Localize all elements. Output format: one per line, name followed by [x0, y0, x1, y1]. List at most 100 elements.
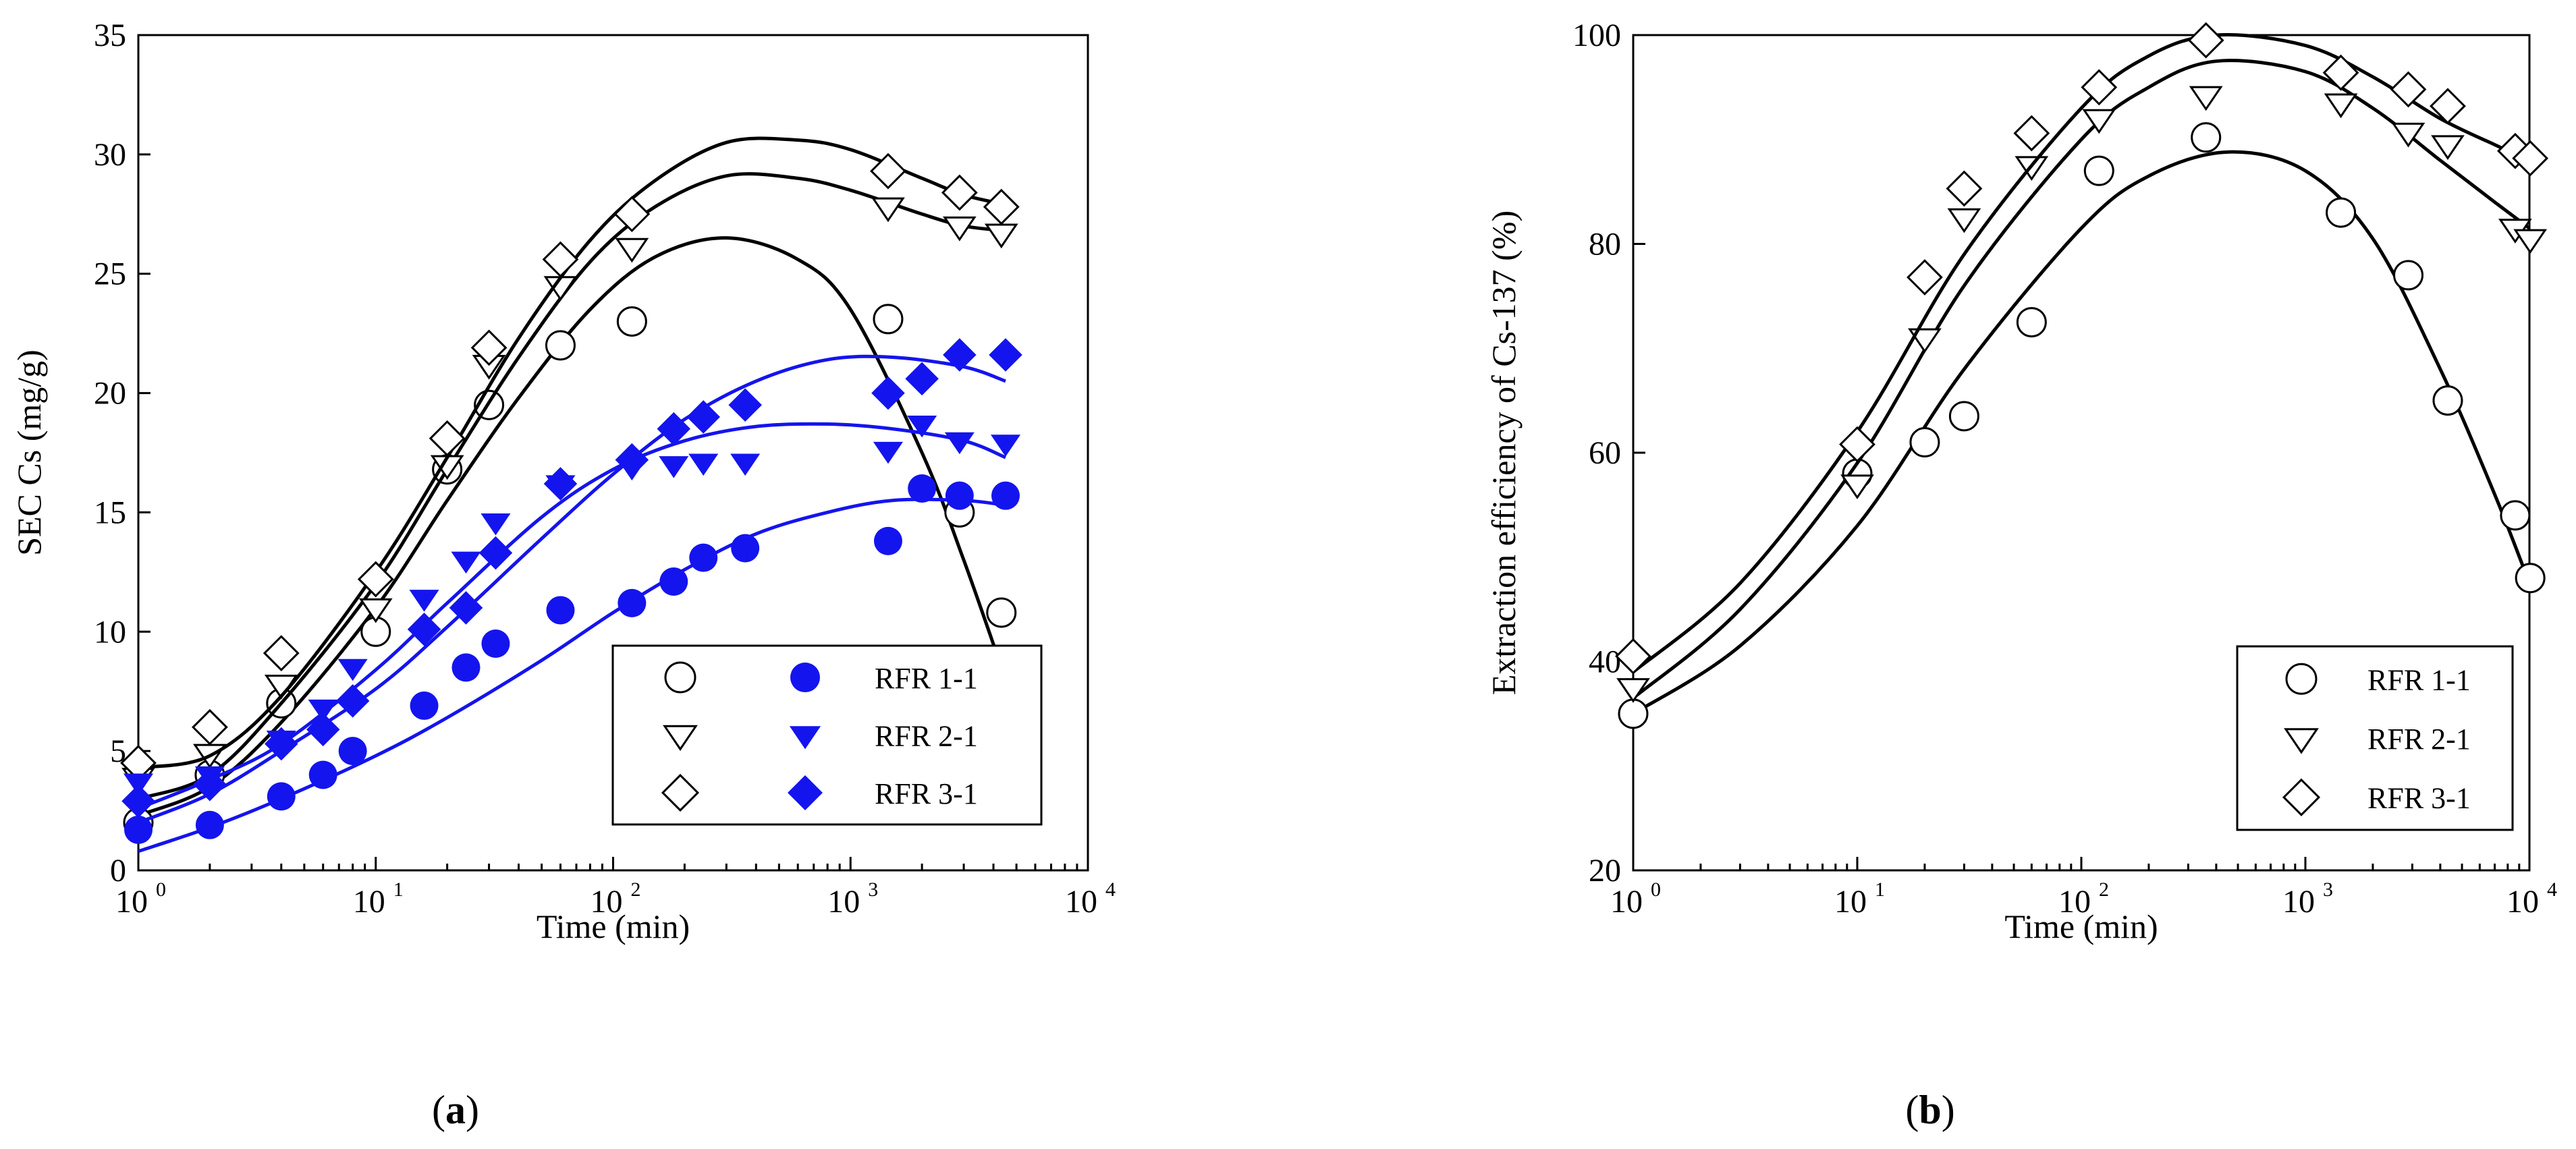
panel-a-data-point: [908, 474, 937, 503]
panel-a-data-point: [449, 591, 483, 625]
panel-b-data-point: [2324, 93, 2358, 119]
panel-a-data-point: [264, 727, 298, 761]
panel-b-data-point: [1909, 427, 1940, 458]
panel-a-data-point: [124, 815, 153, 844]
panel-a-data-point: [407, 612, 441, 646]
panel-b-data-point: [2431, 135, 2465, 161]
panel-a-data-point: [308, 699, 338, 722]
panel-a-data-point: [451, 551, 481, 574]
panel-b-ytick-label: 60: [1589, 435, 1621, 471]
panel-a-data-point: [986, 597, 1017, 628]
panel-b-y-axis-title: Extraction efficiency of Cs-137 (%): [1485, 211, 1523, 695]
panel-a-ytick-label: 35: [94, 18, 126, 53]
panel-b-xtick-label: 10: [2282, 884, 2315, 920]
panel-b-legend-marker: [2284, 728, 2319, 754]
panel-b-xtick-exponent: 4: [2547, 878, 2557, 901]
caption-a: (a): [432, 1088, 479, 1132]
panel-a-data-point: [429, 420, 466, 457]
panel-a-data-point: [195, 810, 224, 839]
panel-a-xtick-exponent: 0: [156, 878, 166, 901]
panel-b-data-point: [2513, 229, 2548, 254]
panel-a-ytick-label: 15: [94, 495, 126, 530]
panel-a-xtick-exponent: 1: [393, 878, 404, 901]
panel-a-data-point: [873, 441, 904, 464]
panel-a-data-point: [357, 561, 394, 598]
panel-a-data-point: [689, 543, 718, 572]
panel-a-data-point: [944, 432, 975, 455]
panel-a-ytick-label: 10: [94, 614, 126, 650]
panel-a-data-point: [337, 658, 368, 681]
panel-b-ytick-label: 40: [1589, 644, 1621, 680]
panel-a-data-point: [871, 197, 905, 223]
panel-a-data-point: [545, 330, 576, 361]
panel-a-data-point: [263, 635, 300, 672]
panel-b-data-point: [2081, 69, 2118, 106]
panel-b-data-point: [2083, 155, 2114, 186]
panel-a-ytick-label: 25: [94, 256, 126, 292]
panel-a-data-point: [451, 653, 481, 682]
panel-b-xtick-label: 10: [2058, 884, 2091, 920]
panel-a-data-point: [335, 684, 370, 718]
panel-a-data-point: [870, 152, 906, 190]
panel-b-data-point: [1947, 208, 1981, 233]
panel-b-data-point: [1839, 426, 1875, 463]
panel-a-data-point: [990, 435, 1021, 457]
panel-a-data-point: [907, 415, 937, 438]
panel-a-ytick-label: 0: [110, 853, 126, 889]
panel-a-legend: RFR 1-1 RFR 2-1 RFR 3-1: [611, 644, 1043, 826]
panel-b-data-point: [1618, 698, 1649, 729]
panel-b-x-axis-title: Time (min): [2004, 907, 2158, 945]
panel-b-fit-curve: [1632, 33, 2531, 673]
panel-a-data-point: [942, 216, 977, 242]
panel-a-xtick-exponent: 3: [868, 878, 878, 901]
panel-a-data-point: [983, 188, 1020, 225]
panel-a-data-point: [191, 708, 228, 746]
panel-a-legend-label: RFR 3-1: [875, 777, 978, 810]
panel-b-xtick-exponent: 2: [2099, 878, 2109, 901]
panel-b-legend-label: RFR 3-1: [2367, 782, 2471, 815]
panel-a-data-point: [984, 223, 1018, 249]
panel-a-data-point: [618, 588, 647, 617]
panel-a-data-point: [478, 536, 513, 570]
panel-a-data-point: [267, 782, 296, 811]
panel-b-xtick-exponent: 1: [1875, 878, 1885, 901]
panel-a-fit-curve: [138, 236, 1008, 817]
panel-b-xtick-label: 10: [2506, 884, 2539, 920]
panel-b-series-1: [1616, 59, 2548, 703]
panel-a-data-point: [616, 306, 647, 337]
panel-a-data-point: [543, 467, 578, 501]
panel-b-xtick-label: 10: [1834, 884, 1867, 920]
panel-b-xtick-exponent: 3: [2323, 878, 2333, 901]
panel-a-data-point: [615, 237, 649, 263]
panel-a-data-point: [409, 590, 439, 612]
panel-b-data-point: [1946, 170, 1983, 207]
panel-a-data-point: [659, 456, 689, 478]
panel-a-legend-marker: [664, 661, 696, 694]
caption-a-letter: a: [445, 1088, 466, 1132]
panel-a-data-point: [731, 534, 760, 563]
panel-b-ytick-label: 20: [1589, 853, 1621, 889]
panel-b-data-point: [2016, 307, 2047, 338]
panel-a-series-5: [121, 338, 1022, 824]
panel-b-data-point: [1840, 474, 1874, 500]
panel-a-legend-label: RFR 1-1: [875, 662, 978, 695]
panel-b-series-0: [1618, 122, 2546, 729]
panel-a-xtick-label: 10: [115, 884, 148, 920]
panel-b-legend-box: [2236, 645, 2514, 831]
panel-a-legend-marker: [788, 775, 823, 810]
panel-a-data-point: [657, 412, 691, 446]
panel-a-data-point: [481, 513, 511, 536]
panel-a-data-point: [686, 400, 721, 434]
panel-a-data-point: [943, 338, 977, 372]
panel-a-xtick-exponent: 4: [1105, 878, 1116, 901]
panel-b-data-point: [2432, 385, 2463, 416]
panel-a-data-point: [121, 784, 155, 818]
panel-a-data-point: [613, 196, 651, 233]
caption-b: (b): [1905, 1088, 1954, 1132]
panel-b-data-point: [2189, 86, 2223, 111]
panel-b-legend-marker: [2285, 663, 2318, 695]
panel-a-data-point: [871, 376, 905, 410]
panel-b-data-point: [2512, 140, 2549, 177]
